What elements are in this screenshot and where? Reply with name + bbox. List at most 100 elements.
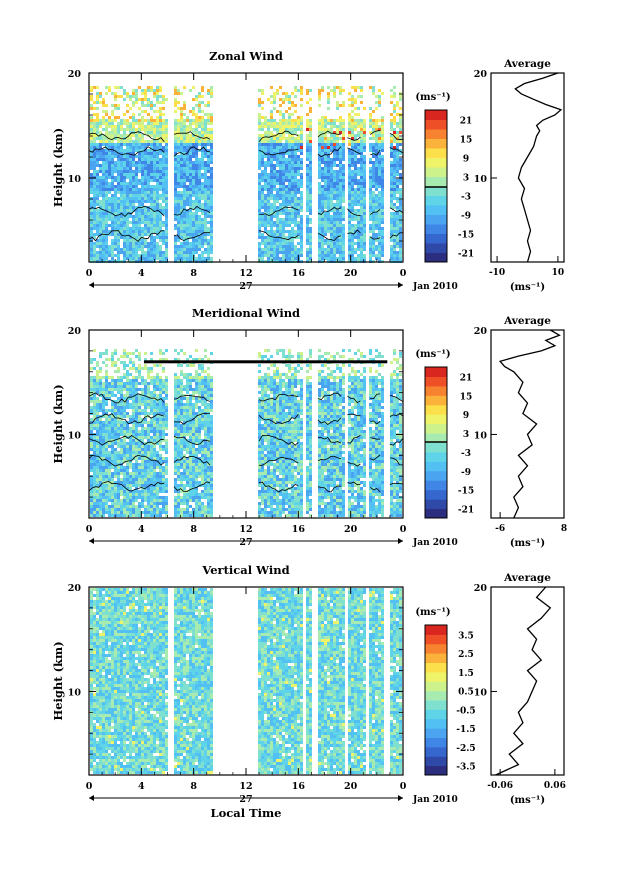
heatmap-cell: [306, 254, 309, 257]
heatmap-cell: [381, 155, 384, 158]
heatmap-cell: [180, 203, 183, 206]
heatmap-cell: [270, 131, 273, 134]
heatmap-cell: [378, 251, 381, 254]
heatmap-cell: [117, 125, 120, 128]
heatmap-cell: [309, 248, 312, 251]
heatmap-cell: [276, 125, 279, 128]
heatmap-cell: [279, 251, 282, 254]
heatmap-cell: [153, 194, 156, 197]
heatmap-cell: [147, 385, 150, 388]
heatmap-cell: [117, 254, 120, 257]
heatmap-cell: [138, 373, 141, 376]
heatmap-cell: [306, 206, 309, 209]
heatmap-cell: [348, 230, 351, 233]
heatmap-cell: [285, 185, 288, 188]
heatmap-cell: [336, 218, 339, 221]
heatmap-cell: [306, 128, 309, 131]
heatmap-cell: [117, 451, 120, 454]
heatmap-cell: [279, 221, 282, 224]
heatmap-cell: [294, 95, 297, 98]
heatmap-cell: [342, 158, 345, 161]
heatmap-cell: [102, 421, 105, 424]
heatmap-cell: [399, 227, 402, 230]
heatmap-cell: [105, 349, 108, 352]
heatmap-cell: [132, 508, 135, 511]
heatmap-cell: [285, 131, 288, 134]
heatmap-cell: [102, 221, 105, 224]
heatmap-cell: [147, 472, 150, 475]
heatmap-cell: [354, 182, 357, 185]
heatmap-cell: [162, 185, 165, 188]
heatmap-cell: [282, 224, 285, 227]
heatmap-cell: [399, 254, 402, 257]
heatmap-cell: [393, 104, 396, 107]
heatmap-cell: [111, 164, 114, 167]
heatmap-cell: [189, 125, 192, 128]
heatmap-cell: [105, 104, 108, 107]
heatmap-cell: [135, 403, 138, 406]
heatmap-cell: [132, 161, 135, 164]
heatmap-cell: [279, 161, 282, 164]
heatmap-cell: [174, 86, 177, 89]
heatmap-cell: [348, 215, 351, 218]
heatmap-cell: [360, 197, 363, 200]
heatmap-cell: [348, 170, 351, 173]
heatmap-cell: [318, 188, 321, 191]
heatmap-cell: [360, 146, 363, 149]
heatmap-cell: [120, 206, 123, 209]
heatmap-cell: [105, 176, 108, 179]
heatmap-cell: [309, 110, 312, 113]
heatmap-cell: [105, 436, 108, 439]
heatmap-cell: [96, 107, 99, 110]
heatmap-cell: [144, 215, 147, 218]
heatmap-cell: [174, 152, 177, 155]
heatmap-cell: [96, 143, 99, 146]
heatmap-cell: [114, 245, 117, 248]
heatmap-cell: [378, 164, 381, 167]
heatmap-cell: [117, 230, 120, 233]
heatmap-cell: [186, 161, 189, 164]
heatmap-cell: [156, 170, 159, 173]
heatmap-cell: [183, 182, 186, 185]
heatmap-cell: [348, 92, 351, 95]
heatmap-cell: [96, 227, 99, 230]
heatmap-cell: [153, 212, 156, 215]
heatmap-cell: [351, 257, 354, 260]
heatmap-cell: [120, 427, 123, 430]
heatmap-cell: [180, 242, 183, 245]
heatmap-cell: [369, 194, 372, 197]
heatmap-cell: [396, 224, 399, 227]
heatmap-cell: [291, 92, 294, 95]
heatmap-cell: [135, 200, 138, 203]
heatmap-cell: [111, 445, 114, 448]
heatmap-cell: [285, 239, 288, 242]
heatmap-cell: [324, 254, 327, 257]
heatmap-cell: [285, 230, 288, 233]
heatmap-cell: [123, 182, 126, 185]
heatmap-cell: [270, 116, 273, 119]
heatmap-cell: [207, 161, 210, 164]
heatmap-cell: [90, 200, 93, 203]
heatmap-cell: [144, 125, 147, 128]
heatmap-cell: [207, 257, 210, 260]
heatmap-cell: [186, 251, 189, 254]
heatmap-cell: [135, 382, 138, 385]
heatmap-cell: [129, 227, 132, 230]
heatmap-cell: [132, 493, 135, 496]
heatmap-cell: [117, 131, 120, 134]
heatmap-cell: [195, 194, 198, 197]
heatmap-cell: [354, 89, 357, 92]
heatmap-cell: [111, 251, 114, 254]
heatmap-cell: [126, 188, 129, 191]
heatmap-cell: [285, 188, 288, 191]
heatmap-cell: [297, 215, 300, 218]
heatmap-cell: [186, 239, 189, 242]
heatmap-cell: [318, 176, 321, 179]
heatmap-cell: [363, 218, 366, 221]
heatmap-cell: [147, 182, 150, 185]
heatmap-cell: [189, 161, 192, 164]
heatmap-cell: [156, 128, 159, 131]
heatmap-cell: [198, 194, 201, 197]
heatmap-cell: [123, 421, 126, 424]
heatmap-cell: [204, 224, 207, 227]
